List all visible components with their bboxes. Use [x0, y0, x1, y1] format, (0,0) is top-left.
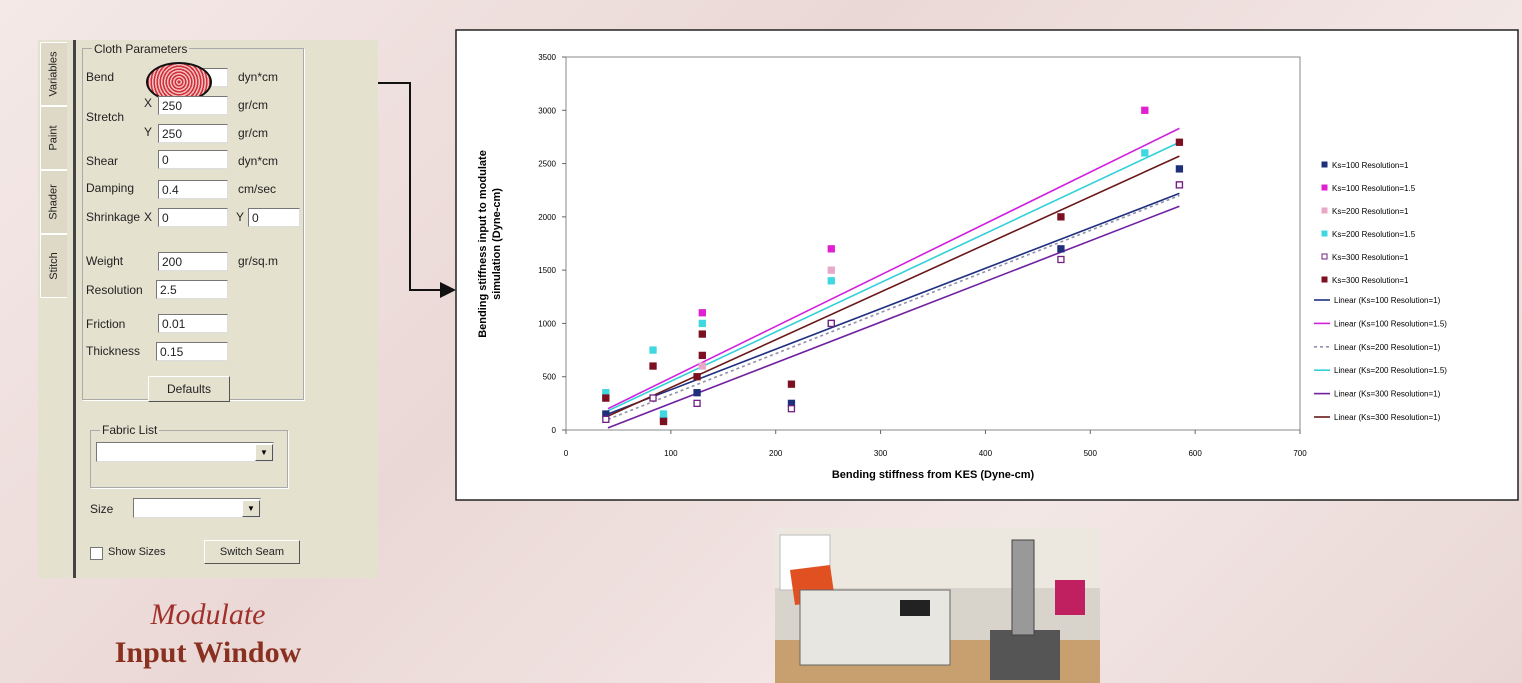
x-axis-label: Bending stiffness from KES (Dyne-cm) [832, 469, 1035, 481]
y-tick-label: 500 [543, 373, 557, 382]
photo [775, 528, 1100, 683]
legend-label: Ks=200 Resolution=1.5 [1332, 230, 1416, 239]
data-point [699, 352, 705, 358]
data-point [1058, 246, 1064, 252]
legend-marker [1322, 208, 1327, 213]
legend-marker [1322, 185, 1327, 190]
arrow [378, 83, 440, 290]
data-point [699, 310, 705, 316]
legend-label: Ks=300 Resolution=1 [1332, 276, 1409, 285]
x-tick-label: 300 [874, 449, 888, 458]
data-point [1142, 107, 1148, 113]
data-point [650, 395, 656, 401]
data-point [828, 320, 834, 326]
y-tick-label: 1000 [538, 319, 556, 328]
data-point [828, 278, 834, 284]
arrow-head [440, 282, 456, 298]
data-point [828, 246, 834, 252]
y-tick-label: 2000 [538, 213, 556, 222]
data-point [603, 395, 609, 401]
data-point [650, 347, 656, 353]
x-tick-label: 700 [1293, 449, 1307, 458]
legend-label: Linear (Ks=200 Resolution=1.5) [1334, 366, 1447, 375]
data-point [699, 331, 705, 337]
x-tick-label: 100 [664, 449, 678, 458]
data-point [650, 363, 656, 369]
legend-marker [1322, 277, 1327, 282]
data-point [1058, 214, 1064, 220]
data-point [788, 381, 794, 387]
data-point [1176, 139, 1182, 145]
y-axis-label: Bending stiffness input to modulate [477, 150, 489, 338]
legend-label: Linear (Ks=200 Resolution=1) [1334, 343, 1441, 352]
data-point [788, 406, 794, 412]
y-tick-label: 3500 [538, 53, 556, 62]
legend-label: Linear (Ks=300 Resolution=1) [1334, 390, 1441, 399]
data-point [661, 418, 667, 424]
x-tick-label: 400 [979, 449, 993, 458]
data-point [1142, 150, 1148, 156]
data-point [694, 390, 700, 396]
legend-label: Ks=100 Resolution=1 [1332, 161, 1409, 170]
y-tick-label: 3000 [538, 106, 556, 115]
y-tick-label: 0 [552, 426, 557, 435]
data-point [1058, 256, 1064, 262]
legend-marker [1322, 162, 1327, 167]
slide: Variables Paint Shader Stitch Cloth Para… [0, 0, 1522, 683]
data-point [694, 400, 700, 406]
data-point [603, 416, 609, 422]
legend-label: Linear (Ks=100 Resolution=1.5) [1334, 319, 1447, 328]
x-tick-label: 600 [1188, 449, 1202, 458]
y-tick-label: 2500 [538, 160, 556, 169]
legend-marker [1322, 254, 1327, 259]
legend-label: Linear (Ks=100 Resolution=1) [1334, 296, 1441, 305]
x-tick-label: 500 [1084, 449, 1098, 458]
data-point [661, 411, 667, 417]
data-point [828, 267, 834, 273]
y-axis-label: simulation (Dyne-cm) [491, 188, 503, 300]
chart: Bending stiffness from KES (Dyne-cm) Ben… [0, 0, 1522, 683]
data-point [694, 374, 700, 380]
data-point [1176, 166, 1182, 172]
data-point [1176, 182, 1182, 188]
x-tick-label: 200 [769, 449, 783, 458]
x-tick-label: 0 [564, 449, 569, 458]
legend-marker [1322, 231, 1327, 236]
legend-label: Ks=200 Resolution=1 [1332, 207, 1409, 216]
legend-label: Ks=100 Resolution=1.5 [1332, 184, 1416, 193]
legend-label: Ks=300 Resolution=1 [1332, 253, 1409, 262]
data-point [699, 320, 705, 326]
legend-label: Linear (Ks=300 Resolution=1) [1334, 413, 1441, 422]
y-tick-label: 1500 [538, 266, 556, 275]
data-point [699, 363, 705, 369]
